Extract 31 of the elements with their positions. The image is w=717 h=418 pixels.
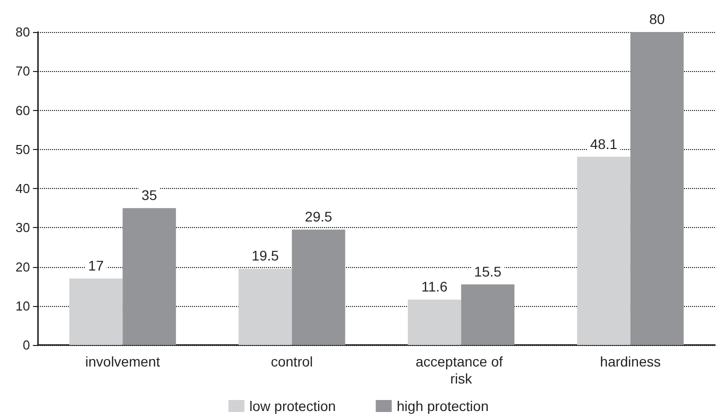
data-label: 35 [141,187,158,204]
bar [292,230,346,345]
data-label: 29.5 [304,208,332,225]
bar [577,156,630,345]
legend-label: low protection [249,398,336,414]
data-label: 17 [88,257,104,274]
data-label: 11.6 [421,278,448,295]
bar [122,208,176,345]
y-tick-label: 50 [16,142,30,157]
y-tick-label: 40 [16,181,30,196]
x-tick-label: involvement [85,354,160,370]
y-tick-label: 60 [16,102,30,118]
y-tick-label: 70 [16,64,30,79]
x-tick-label: acceptance of risk [416,354,507,386]
legend-label: high protection [396,398,489,414]
y-tick-label: 80 [16,24,30,40]
y-tick-label: 30 [16,220,30,236]
data-label: 15.5 [474,263,502,280]
bar [238,268,292,345]
y-tick-label: 10 [16,298,30,314]
y-tick-label: 0 [22,338,30,352]
bar [630,32,684,345]
bar [69,278,123,345]
x-tick-label: control [270,354,313,370]
y-tick-label: 20 [16,259,30,274]
x-tick-label: hardiness [600,354,661,370]
bar [461,284,514,345]
data-label: 80 [649,11,666,27]
data-label: 19.5 [252,248,280,264]
bar [408,300,462,345]
data-label: 48.1 [590,136,618,152]
